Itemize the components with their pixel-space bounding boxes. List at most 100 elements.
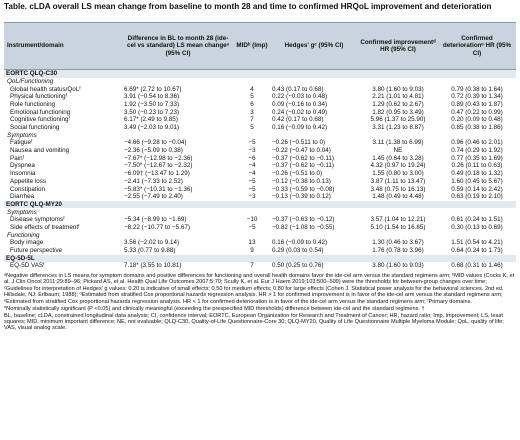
difference-cell: 3.56 (−2.02 to 9.14) [124,239,180,247]
table-row: Appetite loss −2.41 (−7.33 to 2.52) −5 −0.1… [4,178,516,186]
hedges-cell: −0.37 (−0.63 to −0.12) [272,216,335,224]
deterioration-cell: 0.68 (0.31 to 1.46) [451,262,503,270]
section-row: Symptoms [4,208,516,216]
mid-cell: −5 [248,177,256,185]
hedges-cell: 0.24 (−0.02 to 0.49) [272,108,328,116]
deterioration-cell: 0.72 (0.39 to 1.34) [451,93,503,101]
footnote-abbreviations: BL, baseline; cLDA, constrained longitud… [4,312,504,332]
table-row: Emotional functioning 3.50 (−0.23 to 7.23… [4,108,516,116]
improvement-cell: NE [393,147,403,155]
deterioration-cell: 0.96 (0.46 to 2.01) [451,139,503,147]
table-title: Table. cLDA overall LS mean change from … [4,2,492,11]
improvement-cell: 5.96 (1.37 to 25.90) [370,116,426,124]
hedges-cell: 0.43 (0.17 to 0.68) [272,85,324,93]
difference-cell: 1.92 (−3.50 to 7.33) [124,100,180,108]
table-row: Painᶠ −7.67* (−12.98 to −2.36) −6 −0.37 (−0… [4,155,516,163]
instrument-label: EORTC QLQ-C30 [4,69,516,78]
difference-cell: 3.49 (−2.03 to 9.01) [124,124,180,132]
instrument-row: EORTC QLQ-C30 [4,69,516,78]
deterioration-cell: 0.49 (0.18 to 1.32) [451,170,503,178]
improvement-cell: 1.45 (0.64 to 3.28) [372,154,424,162]
section-label: QoL/Functioning [7,77,54,85]
header-hedges: Hedges' gᶜ (95% CI) [270,22,358,70]
difference-cell: −2.41 (−7.33 to 2.52) [124,177,183,185]
deterioration-cell: 0.64 (0.24 to 1.73) [451,247,503,255]
table-row: Insomnia −6.09† (−13.47 to 1.29) −4 −0.26 (… [4,170,516,178]
deterioration-cell: 1.51 (0.54 to 4.21) [451,239,503,247]
table-row: Physical functioningᶠ 3.91 (−0.54 to 8.36… [4,93,516,101]
improvement-cell: 1.48 (0.49 to 4.48) [372,193,424,201]
header-deterioration: Confirmed deteriorationᵉ HR (95% CI) [438,22,516,70]
deterioration-cell: 0.89 (0.43 to 1.87) [451,100,503,108]
difference-cell: −6.09† (−13.47 to 1.29) [124,170,190,178]
domain-cell: Constipation [10,185,46,193]
difference-cell: −5.83* (−10.31 to −1.36) [124,185,193,193]
instrument-label: EORTC QLQ-MY20 [4,200,516,209]
mid-cell: 5 [250,93,254,101]
domain-cell: Future perspective [10,247,63,255]
section-label: Functioning [7,231,40,239]
hedges-cell: −0.37 (−0.62 to −0.11) [272,162,335,170]
domain-cell: Painᶠ [10,154,25,162]
table-row: Diarrhea −2.55 (−7.49 to 2.40) −3 −0.13 (−0… [4,193,516,201]
domain-cell: Nausea and vomiting [10,147,70,155]
domain-cell: Diarrhea [10,193,35,201]
hedges-cell: −0.26 (−0.511 to 0) [272,139,326,147]
improvement-cell: 4.32 (0.97 to 19.24) [370,162,426,170]
mid-cell: 6 [250,100,254,108]
table-row: Fatigueᶠ −4.66 (−9.28 to −0.04) −5 −0.26 (−… [4,139,516,147]
mid-cell: −3 [248,193,256,201]
difference-cell: −2.36 (−5.09 to 0.38) [124,147,183,155]
hedges-cell: 0.22 (−0.03 to 0.48) [272,93,328,101]
hedges-cell: 0.09 (−0.16 to 0.34) [272,100,328,108]
table-row: Global health status/QoLᶠ 6.69* (2.72 to … [4,85,516,93]
difference-cell: 6.17* (2.49 to 9.85) [124,116,178,124]
deterioration-cell: 0.77 (0.35 to 1.69) [451,154,503,162]
table-row: Body image 3.56 (−2.02 to 9.14) 13 0.16 (−0… [4,239,516,247]
deterioration-cell: 0.85 (0.38 to 1.86) [451,124,503,132]
deterioration-cell: 0.79 (0.38 to 1.64) [451,85,503,93]
hedges-cell: 0.29 (0.03 to 0.54) [272,247,324,255]
table-row: Dyspnea −7.50* (−12.67 to −2.32) −4 −0.37 (… [4,162,516,170]
deterioration-cell: 0.74 (0.29 to 1.92) [451,147,503,155]
deterioration-cell: 0.61 (0.24 to 1.51) [451,216,503,224]
hedges-cell: −0.37 (−0.62 to −0.11) [272,154,335,162]
table-row: Cognitive functioningᶠ 6.17* (2.49 to 9.8… [4,116,516,124]
difference-cell: −8.22 (−10.77 to −5.67) [124,223,190,231]
header-improvement: Confirmed improvementᵈ HR (95% CI) [358,22,438,70]
improvement-cell: 3.80 (1.60 to 9.03) [372,262,424,270]
mid-cell: 9 [250,247,254,255]
improvement-cell: 2.21 (1.01 to 4.81) [372,93,424,101]
mid-cell: −4 [248,162,256,170]
mid-cell: 13 [248,239,256,247]
table-row: Disease symptomsᶠ −5.34 (−8.99 to −1.69) −… [4,216,516,224]
table-row: EQ-5D VASᶠ 7.18* (3.55 to 10.81) 7 0.50 (0.… [4,262,516,270]
deterioration-cell: 0.47 (0.22 to 0.99) [451,108,503,116]
hedges-cell: −0.12 (−0.38 to 0.13) [272,177,331,185]
table-row: Constipation −5.83* (−10.31 to −1.36) −5 −0… [4,185,516,193]
table-row: Future perspective 5.33 (0.77 to 9.88) 9 0.… [4,247,516,255]
improvement-cell: 3.48 (0.75 to 16.13) [370,185,426,193]
table-body: EORTC QLQ-C30 QoL/Functioning Global healt… [4,69,516,270]
mid-cell: −3 [248,147,256,155]
hedges-cell: −0.13 (−0.39 to 0.12) [272,193,331,201]
improvement-cell: 3.11 (1.38 to 6.99) [372,139,424,147]
hedges-cell: −0.33 (−0.59 to −0.08) [272,185,335,193]
improvement-cell: 1.30 (0.46 to 3.67) [372,239,424,247]
deterioration-cell: 0.20 (0.09 to 0.48) [451,116,503,124]
header-instrument: Instrument/domain [4,22,122,70]
improvement-cell: 3.80 (1.60 to 9.03) [372,85,424,93]
difference-cell: −2.55 (−7.49 to 2.40) [124,193,183,201]
section-row: Functioning [4,231,516,239]
improvement-cell: 5.10 (1.54 to 16.85) [370,223,426,231]
table-row: Role functioning 1.92 (−3.50 to 7.33) 6 0.0… [4,101,516,109]
difference-cell: −4.66 (−9.28 to −0.04) [124,139,187,147]
domain-cell: Appetite loss [10,177,47,185]
footnote-significance: *Nominally statistically significant (P … [4,305,425,312]
difference-cell: 3.91 (−0.54 to 8.36) [124,93,180,101]
hedges-cell: 0.42 (0.17 to 0.68) [272,116,324,124]
mid-cell: −5 [248,139,256,147]
header-difference: Difference in BL to month 28 (ide-cel vs… [122,22,234,70]
hedges-cell: 0.16 (−0.09 to 0.42) [272,124,328,132]
improvement-cell: 3.31 (1.23 to 8.87) [372,124,424,132]
